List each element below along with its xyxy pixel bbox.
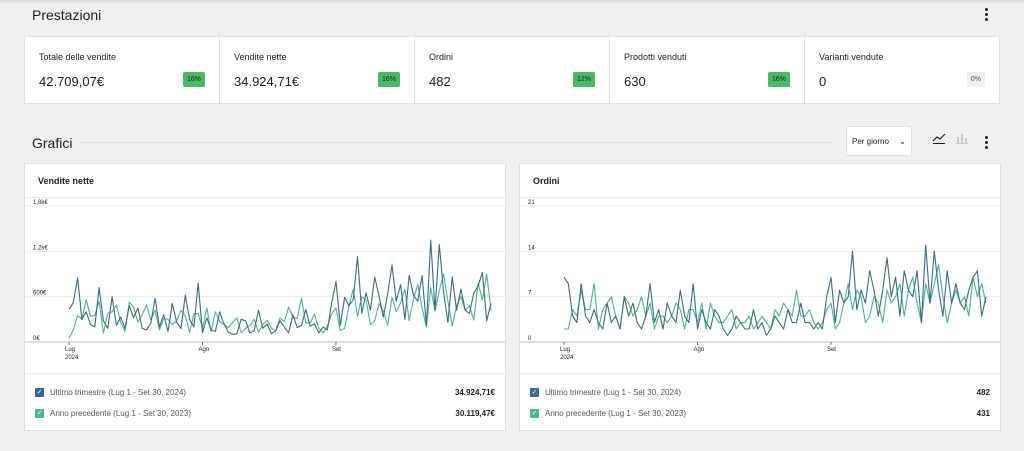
line-chart-icon[interactable] bbox=[932, 131, 946, 145]
charts-divider bbox=[80, 142, 832, 143]
card-title: Ordini bbox=[533, 176, 560, 186]
charts-title: Grafici bbox=[32, 135, 73, 151]
x-tick-label: Lug bbox=[560, 347, 570, 353]
legend-divider bbox=[25, 373, 505, 374]
kpi-label: Prodotti venduti bbox=[624, 52, 687, 62]
y-tick-label: 600€ bbox=[33, 291, 47, 297]
kpi-value: 482 bbox=[429, 74, 451, 89]
legend-label: Ultimo trimestre (Lug 1 - Set 30, 2024) bbox=[545, 387, 682, 397]
checkbox-checked-icon[interactable]: ✓ bbox=[530, 387, 539, 397]
y-tick-label: 14 bbox=[528, 245, 535, 251]
kpi-net-sales[interactable]: Vendite nette 34.924,71€ 16% bbox=[220, 37, 415, 103]
legend-label: Anno precedente (Lug 1 - Set 30, 2023) bbox=[545, 408, 686, 418]
legend-total: 34.924,71€ bbox=[454, 387, 495, 397]
kpi-delta-badge: 16% bbox=[767, 72, 790, 87]
kpi-value: 630 bbox=[624, 74, 646, 89]
net-sales-line-chart: 0€ 600€ 1,2k€ 1,8k€ Lug 2024 Ago Set bbox=[25, 200, 505, 361]
legend-item-current[interactable]: ✓ Ultimo trimestre (Lug 1 - Set 30, 2024… bbox=[35, 385, 495, 399]
card-header-divider bbox=[520, 197, 1000, 198]
kpi-value: 0 bbox=[819, 74, 827, 89]
checkbox-checked-icon[interactable]: ✓ bbox=[35, 387, 44, 397]
card-header-divider bbox=[25, 197, 505, 198]
y-tick-label: 7 bbox=[528, 291, 532, 297]
card-title: Vendite nette bbox=[38, 176, 95, 186]
kpi-total-sales[interactable]: Totale delle vendite 42.709,07€ 16% bbox=[25, 37, 220, 103]
x-tick-label: Set bbox=[827, 347, 836, 353]
interval-select[interactable]: Per giorno ⌄ bbox=[846, 126, 912, 156]
kpi-value: 34.924,71€ bbox=[234, 74, 300, 89]
top-shadow bbox=[0, 0, 1024, 4]
kpi-orders[interactable]: Ordini 482 12% bbox=[415, 37, 610, 103]
x-tick-label: Ago bbox=[198, 347, 209, 353]
kpi-label: Ordini bbox=[429, 52, 454, 62]
legend-total: 431 bbox=[976, 408, 990, 418]
x-tick-label: Set bbox=[332, 347, 341, 353]
series-line-last-quarter bbox=[563, 244, 987, 337]
legend-divider bbox=[520, 373, 1000, 374]
series-line-previous-year bbox=[564, 263, 987, 330]
kpi-delta-badge: 16% bbox=[182, 72, 205, 87]
y-tick-label: 0 bbox=[528, 336, 532, 342]
interval-select-value: Per giorno bbox=[852, 136, 889, 146]
kpi-label: Vendite nette bbox=[234, 52, 287, 62]
chart-card-orders: Ordini 0 7 14 21 Lug 2024 Ago Set ✓ Ultimo trim… bbox=[519, 163, 1001, 431]
kpi-delta-badge: 16% bbox=[377, 72, 400, 87]
performance-more-vertical-icon[interactable] bbox=[978, 6, 994, 22]
legend-total: 30.119,47€ bbox=[455, 408, 495, 418]
chevron-down-icon: ⌄ bbox=[899, 137, 906, 146]
kpi-label: Varianti vendute bbox=[819, 52, 884, 62]
kpi-products-sold[interactable]: Prodotti venduti 630 16% bbox=[610, 37, 805, 103]
legend-label: Ultimo trimestre (Lug 1 - Set 30, 2024) bbox=[50, 387, 187, 397]
y-tick-label: 1,2k€ bbox=[33, 245, 48, 251]
kpi-label: Totale delle vendite bbox=[39, 52, 117, 62]
performance-title: Prestazioni bbox=[32, 7, 102, 23]
x-tick-label: Lug bbox=[65, 347, 75, 353]
x-tick-sublabel: 2024 bbox=[560, 355, 574, 361]
orders-line-chart: 0 7 14 21 Lug 2024 Ago Set bbox=[520, 200, 1000, 361]
x-tick-sublabel: 2024 bbox=[65, 355, 79, 361]
legend-label: Anno precedente (Lug 1 - Set 30, 2023) bbox=[50, 408, 191, 418]
series-line-previous-year bbox=[68, 273, 492, 339]
kpi-row: Totale delle vendite 42.709,07€ 16% Vend… bbox=[24, 36, 1000, 104]
y-tick-label: 0€ bbox=[33, 336, 40, 342]
legend-item-current[interactable]: ✓ Ultimo trimestre (Lug 1 - Set 30, 2024… bbox=[530, 385, 990, 399]
checkbox-checked-icon[interactable]: ✓ bbox=[35, 408, 44, 418]
chart-card-net-sales: Vendite nette 0€ 600€ 1,2k€ 1,8k€ Lug 2024 Ago… bbox=[24, 163, 506, 431]
bar-chart-icon[interactable] bbox=[955, 131, 969, 145]
kpi-value: 42.709,07€ bbox=[39, 74, 105, 89]
legend-item-previous[interactable]: ✓ Anno precedente (Lug 1 - Set 30, 2023)… bbox=[530, 406, 990, 420]
x-tick-label: Ago bbox=[693, 347, 704, 353]
kpi-variants-sold[interactable]: Varianti vendute 0 0% bbox=[805, 37, 999, 103]
series-line-last-quarter bbox=[68, 239, 492, 335]
legend-item-previous[interactable]: ✓ Anno precedente (Lug 1 - Set 30, 2023)… bbox=[35, 406, 495, 420]
kpi-delta-badge: 0% bbox=[966, 72, 985, 87]
y-tick-label: 1,8k€ bbox=[33, 200, 48, 206]
checkbox-checked-icon[interactable]: ✓ bbox=[530, 408, 539, 418]
kpi-delta-badge: 12% bbox=[572, 72, 595, 87]
charts-more-vertical-icon[interactable] bbox=[978, 134, 994, 150]
y-tick-label: 21 bbox=[528, 200, 535, 206]
legend-total: 482 bbox=[976, 387, 990, 397]
